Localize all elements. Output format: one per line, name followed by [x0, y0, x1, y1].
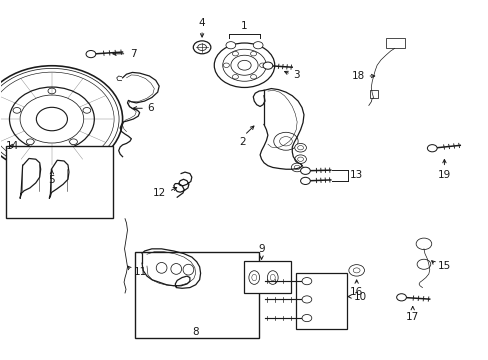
Circle shape — [263, 62, 272, 69]
Circle shape — [294, 155, 306, 163]
Circle shape — [300, 177, 310, 184]
Circle shape — [302, 278, 311, 285]
Text: 7: 7 — [130, 49, 136, 59]
Text: 5: 5 — [48, 175, 55, 185]
Text: 19: 19 — [437, 170, 450, 180]
Bar — [295, 273, 346, 329]
Text: 18: 18 — [351, 71, 365, 81]
Circle shape — [225, 42, 235, 49]
Circle shape — [253, 42, 263, 49]
Circle shape — [86, 50, 96, 58]
Text: 16: 16 — [349, 287, 363, 297]
Bar — [369, 90, 377, 98]
Text: 4: 4 — [198, 18, 205, 28]
Circle shape — [294, 143, 306, 152]
Circle shape — [302, 296, 311, 303]
Circle shape — [223, 63, 229, 67]
Circle shape — [250, 75, 256, 79]
Circle shape — [348, 265, 364, 276]
Text: 3: 3 — [293, 70, 299, 80]
Text: 17: 17 — [405, 312, 419, 322]
Circle shape — [302, 315, 311, 321]
Circle shape — [214, 43, 274, 87]
Bar — [385, 38, 405, 48]
Text: 2: 2 — [239, 137, 245, 147]
Circle shape — [232, 75, 238, 79]
Text: 15: 15 — [437, 261, 450, 271]
Circle shape — [250, 51, 256, 56]
Ellipse shape — [267, 271, 278, 284]
Text: 1: 1 — [241, 21, 247, 31]
Text: 13: 13 — [349, 170, 362, 180]
Ellipse shape — [170, 264, 181, 274]
Text: 12: 12 — [153, 188, 166, 198]
Ellipse shape — [156, 262, 166, 273]
Ellipse shape — [248, 271, 259, 284]
Circle shape — [193, 41, 210, 54]
Circle shape — [416, 259, 430, 269]
Circle shape — [396, 294, 406, 301]
Circle shape — [300, 167, 310, 174]
Circle shape — [291, 163, 303, 172]
Circle shape — [232, 51, 238, 56]
Bar — [135, 252, 259, 338]
Ellipse shape — [183, 264, 193, 275]
Text: 11: 11 — [133, 267, 146, 277]
Text: 6: 6 — [147, 103, 153, 113]
Bar — [5, 146, 113, 218]
Text: 9: 9 — [258, 243, 264, 253]
Text: 8: 8 — [192, 327, 199, 337]
Circle shape — [427, 145, 436, 152]
Bar — [244, 261, 290, 293]
Circle shape — [415, 238, 431, 249]
Text: 14: 14 — [5, 141, 19, 151]
Circle shape — [259, 63, 265, 67]
Text: 10: 10 — [353, 292, 366, 302]
